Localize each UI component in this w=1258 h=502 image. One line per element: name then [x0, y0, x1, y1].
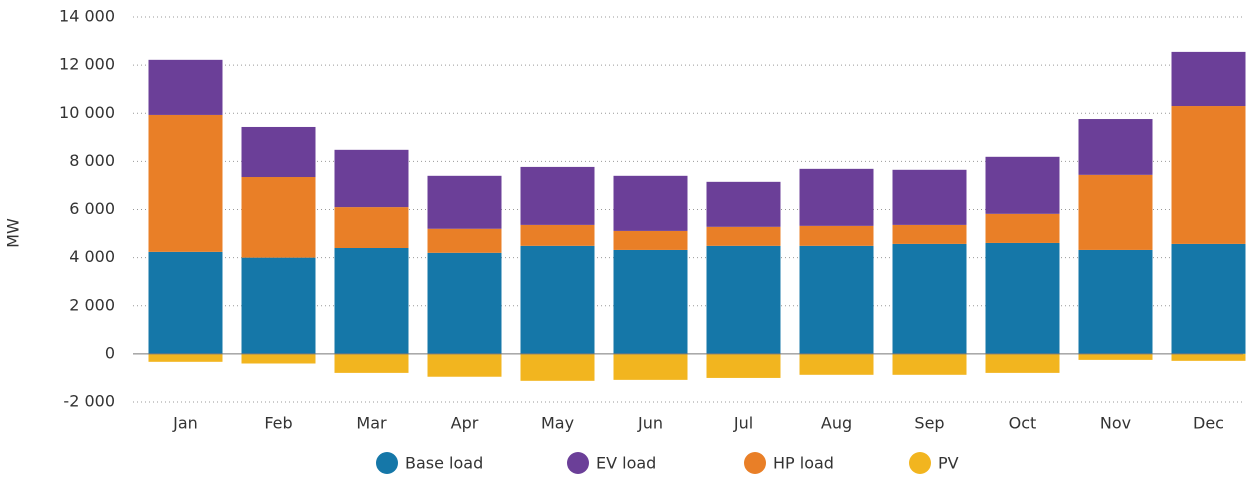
legend-label: Base load	[405, 454, 483, 473]
bar-segment	[799, 245, 874, 354]
bar-segment	[892, 243, 967, 354]
bar-segment	[334, 149, 409, 208]
bar-segment	[241, 257, 316, 354]
bar-segment	[241, 177, 316, 258]
legend-swatch	[567, 452, 589, 474]
y-tick-label: 14 000	[59, 7, 115, 26]
bar-segment	[334, 353, 409, 373]
x-tick-label: Oct	[1009, 414, 1037, 433]
bar-segment	[427, 353, 502, 377]
legend-swatch	[376, 452, 398, 474]
y-tick-label: -2 000	[63, 392, 115, 411]
x-tick-label: Jun	[637, 414, 663, 433]
bar-segment	[613, 249, 688, 354]
bar-segment	[1171, 353, 1246, 361]
bar-segment	[706, 353, 781, 378]
legend-swatch	[909, 452, 931, 474]
x-tick-label: Mar	[356, 414, 387, 433]
x-tick-label: Nov	[1100, 414, 1131, 433]
x-tick-label: Dec	[1193, 414, 1224, 433]
bar-segment	[892, 353, 967, 375]
bar-segment	[1171, 106, 1246, 244]
x-tick-label: Jul	[733, 414, 753, 433]
y-tick-label: 0	[105, 343, 115, 362]
x-tick-label: Sep	[914, 414, 944, 433]
bar-segment	[427, 228, 502, 253]
y-axis-label: MW	[4, 218, 23, 248]
bar-segment	[1078, 174, 1153, 250]
x-tick-label: Aug	[821, 414, 852, 433]
bar-segment	[706, 181, 781, 227]
bar-segment	[148, 353, 223, 362]
bar-segment	[334, 248, 409, 354]
bar-segment	[613, 353, 688, 380]
bar-segment	[520, 245, 595, 354]
y-tick-label: 12 000	[59, 55, 115, 74]
x-tick-label: Apr	[451, 414, 479, 433]
bar-segment	[334, 207, 409, 248]
bar-segment	[1171, 243, 1246, 354]
bar-segment	[520, 224, 595, 246]
bar-segment	[148, 59, 223, 115]
bar-segment	[985, 213, 1060, 243]
bar-segment	[892, 169, 967, 225]
legend-swatch	[744, 452, 766, 474]
bar-segment	[241, 126, 316, 178]
bar-segment	[1078, 119, 1153, 175]
y-tick-label: 2 000	[69, 295, 115, 314]
bar-segment	[427, 175, 502, 229]
bar-segment	[613, 230, 688, 250]
legend-label: HP load	[773, 454, 834, 473]
bar-segment	[1078, 249, 1153, 354]
bar-segment	[241, 353, 316, 364]
bar-segment	[892, 224, 967, 244]
y-tick-label: 10 000	[59, 103, 115, 122]
bar-segment	[148, 251, 223, 354]
bar-segment	[799, 168, 874, 226]
bar-segment	[520, 166, 595, 225]
bar-segment	[706, 226, 781, 246]
bar-segment	[706, 245, 781, 354]
x-tick-label: May	[541, 414, 574, 433]
y-tick-label: 4 000	[69, 247, 115, 266]
y-tick-label: 8 000	[69, 151, 115, 170]
bar-segment	[799, 225, 874, 246]
bar-segment	[985, 156, 1060, 214]
y-tick-label: 6 000	[69, 199, 115, 218]
bar-segment	[520, 353, 595, 381]
bar-segment	[427, 252, 502, 354]
x-tick-label: Jan	[172, 414, 198, 433]
bar-segment	[1171, 51, 1246, 107]
bar-segment	[148, 114, 223, 252]
x-tick-label: Feb	[264, 414, 292, 433]
bar-segment	[985, 242, 1060, 354]
bar-segment	[985, 353, 1060, 373]
legend-label: PV	[938, 454, 959, 473]
bar-segment	[613, 175, 688, 231]
bar-segment	[1078, 353, 1153, 360]
bar-segment	[799, 353, 874, 375]
legend-label: EV load	[596, 454, 656, 473]
